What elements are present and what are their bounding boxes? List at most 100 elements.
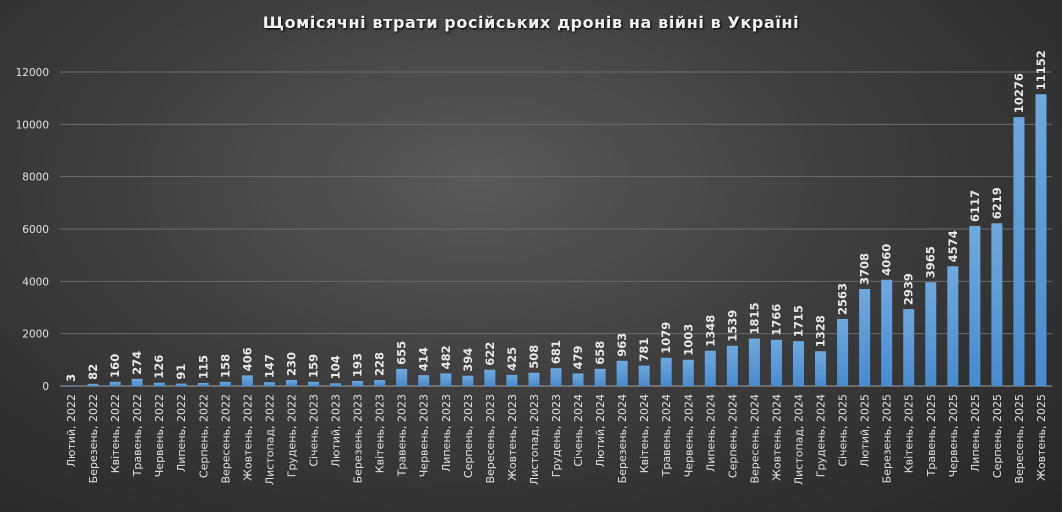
- data-label: 1003: [681, 324, 695, 356]
- data-label: 228: [373, 352, 387, 376]
- data-label: 508: [527, 345, 541, 369]
- data-label: 2563: [836, 283, 850, 315]
- bar: [594, 368, 606, 386]
- bar: [241, 375, 253, 386]
- bar: [396, 368, 408, 386]
- bar: [131, 378, 143, 386]
- y-tick-label: 12000: [16, 67, 49, 79]
- x-tick-label: Лютий, 2023: [330, 394, 343, 467]
- x-tick-label: Січень, 2024: [572, 394, 585, 467]
- data-label: 394: [461, 348, 475, 372]
- data-label: 158: [218, 354, 232, 378]
- bar: [65, 385, 77, 387]
- x-tick-label: Лютий, 2024: [594, 394, 607, 467]
- data-label: 1079: [659, 322, 673, 354]
- data-label: 11152: [1034, 50, 1048, 90]
- bar: [969, 225, 981, 386]
- data-label: 3965: [924, 246, 938, 278]
- x-tick-label: Листопад, 2024: [792, 394, 805, 485]
- x-tick-label: Квітень, 2025: [903, 394, 916, 473]
- bar: [903, 309, 915, 386]
- x-tick-label: Листопад, 2023: [528, 394, 541, 485]
- data-label: 963: [615, 333, 629, 357]
- data-label: 4060: [880, 244, 894, 276]
- bar: [219, 381, 231, 386]
- data-label: 10276: [1012, 73, 1026, 113]
- data-label: 230: [284, 352, 298, 376]
- data-label: 1715: [791, 305, 805, 337]
- x-tick-label: Березень, 2024: [616, 394, 629, 483]
- bar: [285, 379, 297, 386]
- x-tick-label: Липень, 2025: [969, 394, 982, 472]
- y-tick-label: 2000: [22, 329, 49, 341]
- bar: [682, 359, 694, 386]
- x-tick-label: Червень, 2025: [947, 394, 960, 477]
- data-label: 193: [351, 353, 365, 377]
- data-label: 781: [637, 338, 651, 362]
- x-tick-label: Жовтень, 2022: [241, 394, 254, 481]
- data-label: 2939: [902, 273, 916, 305]
- x-tick-label: Вересень, 2025: [1013, 394, 1026, 484]
- data-label: 1766: [769, 304, 783, 336]
- bar: [462, 375, 474, 386]
- x-tick-label: Березень, 2023: [352, 394, 365, 483]
- y-tick-label: 6000: [22, 224, 49, 236]
- bar: [770, 339, 782, 386]
- bar: [815, 351, 827, 386]
- bar: [418, 375, 430, 386]
- y-tick-label: 0: [42, 381, 49, 393]
- data-label: 159: [307, 354, 321, 378]
- x-tick-label: Вересень, 2023: [484, 394, 497, 484]
- bar: [837, 318, 849, 386]
- bar: [87, 383, 99, 386]
- data-label: 1815: [747, 302, 761, 334]
- data-label: 658: [593, 341, 607, 365]
- data-label: 414: [417, 347, 431, 371]
- x-tick-label: Вересень, 2022: [219, 394, 232, 484]
- data-label: 91: [174, 364, 188, 380]
- bar: [726, 345, 738, 386]
- x-tick-label: Січень, 2023: [308, 394, 321, 467]
- bar: [550, 368, 562, 386]
- bar: [528, 372, 540, 386]
- x-tick-label: Травень, 2024: [660, 394, 673, 477]
- bar: [352, 380, 364, 386]
- data-label: 622: [483, 342, 497, 366]
- y-tick-label: 4000: [22, 276, 49, 288]
- bar: [153, 382, 165, 386]
- data-label: 115: [196, 355, 210, 379]
- x-tick-label: Липень, 2023: [440, 394, 453, 472]
- x-tick-label: Грудень, 2022: [285, 394, 298, 477]
- bar: [748, 338, 760, 386]
- x-tick-label: Червень, 2022: [153, 394, 166, 477]
- x-tick-label: Лютий, 2022: [65, 394, 78, 467]
- data-label: 1539: [725, 310, 739, 342]
- y-tick-label: 8000: [22, 172, 49, 184]
- bar: [704, 350, 716, 386]
- bar: [660, 357, 672, 386]
- data-label: 104: [329, 355, 343, 379]
- x-tick-label: Серпень, 2024: [726, 394, 739, 478]
- data-label: 1328: [814, 315, 828, 347]
- data-label: 147: [262, 354, 276, 378]
- data-label: 655: [395, 341, 409, 365]
- x-tick-label: Серпень, 2025: [991, 394, 1004, 478]
- bar: [1013, 117, 1025, 387]
- bar: [440, 373, 452, 386]
- data-label: 160: [108, 354, 122, 378]
- bar: [881, 279, 893, 386]
- x-tick-label: Травень, 2025: [925, 394, 938, 477]
- x-tick-label: Квітень, 2023: [374, 394, 387, 473]
- data-label: 3: [64, 374, 78, 382]
- x-tick-label: Травень, 2023: [396, 394, 409, 477]
- bar: [109, 381, 121, 386]
- bar: [991, 223, 1003, 386]
- x-tick-label: Липень, 2022: [175, 394, 188, 472]
- data-label: 681: [549, 340, 563, 364]
- x-tick-label: Травень, 2022: [131, 394, 144, 477]
- data-label: 6219: [990, 187, 1004, 219]
- x-tick-label: Лютий, 2025: [859, 394, 872, 467]
- bar: [330, 383, 342, 386]
- data-label: 6117: [968, 190, 982, 222]
